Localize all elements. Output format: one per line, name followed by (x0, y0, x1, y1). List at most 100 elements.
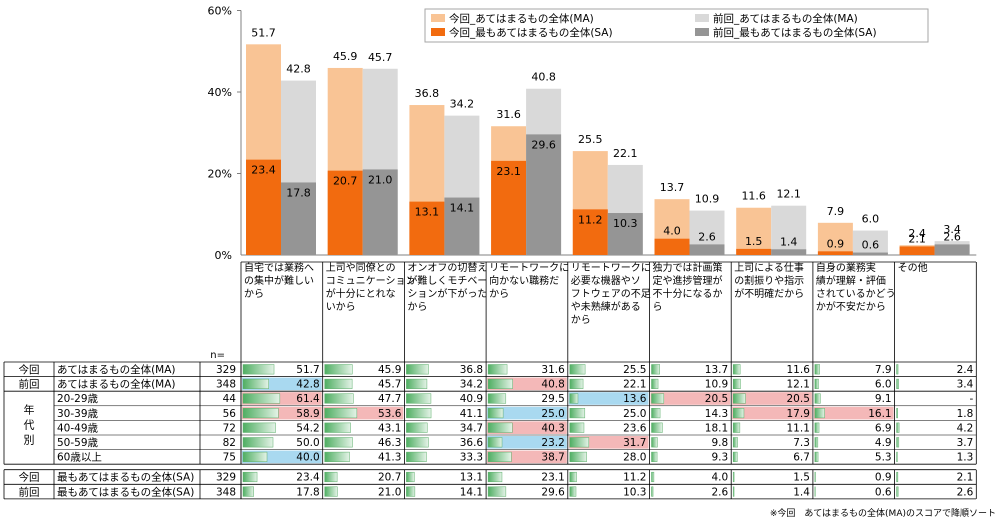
cell-bar (406, 408, 432, 419)
bar-current-ma (817, 222, 853, 255)
cell-bar (651, 393, 665, 404)
row-label: 最もあてはまるもの全体(SA) (57, 485, 194, 498)
cell-value: 25.0 (623, 408, 646, 420)
cell-value: 4.9 (875, 437, 892, 449)
cell-bar (814, 393, 821, 404)
data-label-previous-ma: 42.8 (286, 63, 311, 76)
cell-highlight (650, 392, 731, 405)
cell-value: 14.3 (705, 408, 728, 420)
cell-value: 40.9 (460, 393, 483, 405)
data-label-previous-sa: 29.6 (531, 138, 556, 151)
row-group-label: 前回 (19, 378, 40, 391)
cell-value: 16.1 (868, 408, 891, 420)
category-label: リモートワークに必要な機器やソフトウェアの不足や未熟練があるから (571, 262, 651, 326)
bar-previous-sa (526, 134, 562, 255)
cell-value: 20.5 (787, 393, 810, 405)
cell-bar (814, 437, 819, 448)
legend-box (424, 8, 929, 43)
legend-label: 前回_あてはまるもの全体(MA) (713, 12, 858, 25)
cell-bar (569, 422, 585, 433)
cell-bar (732, 451, 738, 462)
cell-value: 28.0 (623, 452, 646, 464)
bar-current-sa (327, 170, 363, 255)
bar-previous-sa (362, 169, 398, 255)
cell-bar (324, 364, 353, 375)
data-label-previous-ma: 10.9 (695, 193, 720, 206)
cell-bar (242, 393, 281, 404)
cell-bar (406, 471, 415, 483)
cell-bar (242, 364, 275, 375)
cell-bar (814, 471, 816, 483)
cell-value: 25.5 (623, 364, 646, 376)
cell-bar (406, 437, 429, 448)
cell-bar (487, 471, 503, 483)
data-label-current-ma: 11.6 (741, 190, 766, 203)
bar-current-sa (409, 201, 445, 255)
cell-bar (324, 422, 351, 433)
cell-bar (487, 486, 507, 497)
data-label-previous-ma: 3.4 (943, 223, 961, 236)
cell-value: 13.1 (460, 472, 483, 484)
row-n: 329 (216, 472, 236, 484)
cell-value: 53.6 (378, 408, 402, 420)
bar-previous-sa (281, 182, 316, 255)
cell-value: 50.0 (296, 437, 319, 449)
cell-value: 13.7 (705, 364, 728, 376)
legend-swatch (431, 28, 445, 36)
row-n: 348 (216, 486, 236, 498)
cell-value: 36.6 (460, 437, 484, 449)
cell-value: 17.8 (296, 486, 319, 498)
bar-current-sa (491, 160, 527, 255)
row-n: 56 (223, 408, 237, 420)
cell-bar (569, 364, 586, 375)
cell-bar (732, 364, 741, 375)
cell-value: 47.7 (378, 393, 401, 405)
cell-bar (651, 364, 660, 375)
cell-value: 34.2 (460, 379, 483, 391)
data-label-previous-sa: 10.3 (613, 217, 638, 230)
cell-bar (406, 378, 428, 389)
data-label-previous-ma: 45.7 (368, 51, 393, 64)
bar-current-sa (654, 238, 690, 255)
data-label-previous-sa: 14.1 (450, 202, 475, 215)
data-label-previous-sa: 2.6 (943, 230, 961, 243)
cell-highlight (732, 392, 812, 405)
data-label-previous-ma: 34.2 (450, 98, 475, 111)
cell-value: 1.4 (793, 486, 810, 498)
bar-current-ma (736, 207, 772, 255)
row-label: 40-49歳 (57, 422, 99, 434)
cell-bar (324, 471, 338, 483)
cell-bar (324, 486, 338, 497)
cell-value: 2.6 (711, 486, 728, 498)
legend-swatch (431, 14, 445, 22)
data-label-previous-ma: 40.8 (531, 71, 556, 84)
cell-bar (814, 378, 819, 389)
cell-value: 36.8 (460, 364, 483, 376)
cell-bar (896, 451, 898, 462)
cell-bar (324, 437, 353, 448)
cell-value: 58.9 (296, 408, 319, 420)
data-label-current-ma: 13.7 (660, 181, 685, 194)
cell-value: - (970, 393, 974, 405)
cell-bar (406, 393, 432, 404)
row-group-label: 前回 (19, 485, 40, 498)
cell-bar (896, 437, 900, 448)
bar-previous-sa (689, 244, 725, 255)
cell-highlight (813, 406, 894, 420)
cell-value: 23.1 (541, 472, 564, 484)
cell-value: 29.6 (541, 486, 565, 498)
cell-value: 61.4 (296, 393, 320, 405)
data-label-previous-ma: 12.1 (776, 188, 801, 201)
age-group-label-char: 別 (24, 434, 35, 447)
cell-value: 0.9 (875, 472, 892, 484)
cell-value: 51.7 (296, 364, 319, 376)
cell-value: 31.7 (623, 437, 646, 449)
cell-bar (242, 437, 274, 448)
row-n: 329 (216, 364, 236, 376)
cell-bar (569, 451, 587, 462)
cell-value: 33.3 (460, 452, 483, 464)
bar-previous-sa (852, 252, 888, 255)
legend-label: 今回_あてはまるもの全体(MA) (449, 12, 594, 25)
cell-bar (487, 378, 513, 389)
cell-value: 6.9 (875, 422, 892, 434)
